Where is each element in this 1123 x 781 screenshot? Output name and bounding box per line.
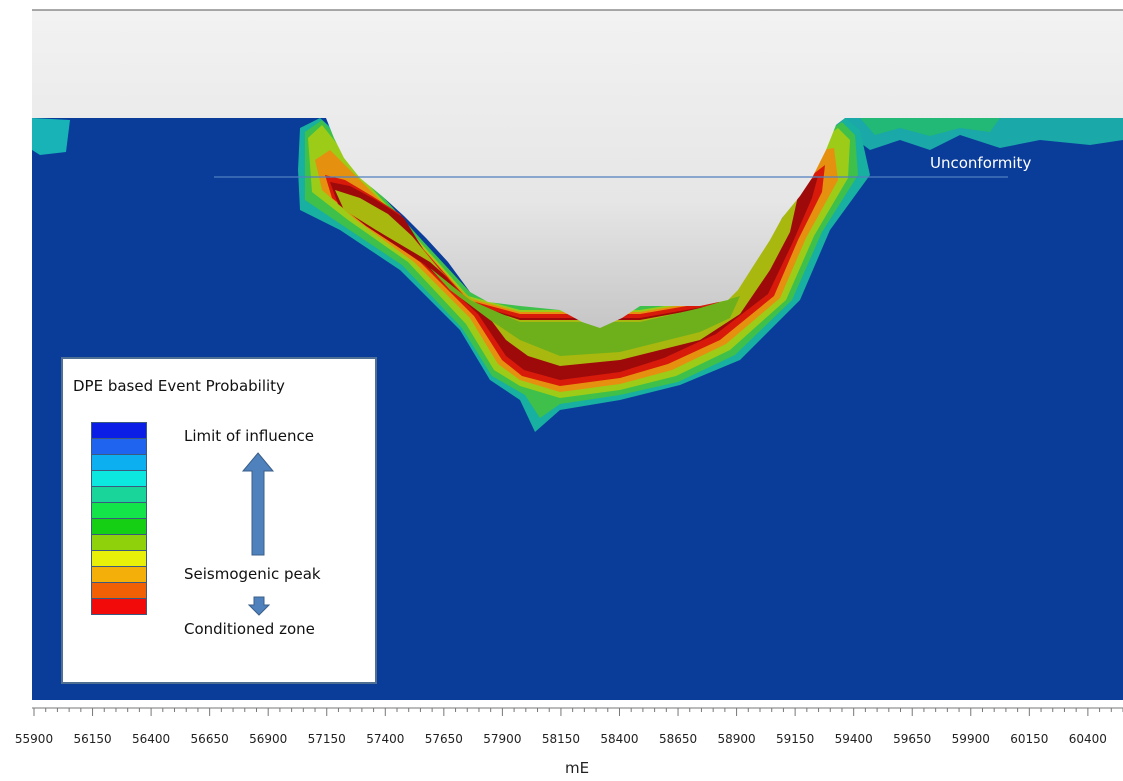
band-surface-right-green (860, 118, 1000, 136)
band-inner-green (430, 268, 740, 356)
x-tick-label: 56400 (132, 732, 170, 746)
x-tick-label: 57650 (425, 732, 463, 746)
x-axis-title: mE (565, 759, 589, 777)
x-tick-label: 58400 (600, 732, 638, 746)
legend-swatch (91, 550, 147, 567)
legend-swatch (91, 502, 147, 519)
x-tick-label: 59150 (776, 732, 814, 746)
arrow-down-icon (248, 596, 270, 616)
x-tick-label: 59400 (835, 732, 873, 746)
unconformity-label: Unconformity (930, 154, 1031, 172)
x-tick-label: 57900 (483, 732, 521, 746)
x-tick-label: 57150 (308, 732, 346, 746)
x-tick-label: 60150 (1010, 732, 1048, 746)
legend-title: DPE based Event Probability (73, 377, 285, 395)
x-tick-label: 60400 (1069, 732, 1107, 746)
x-tick-label: 59650 (893, 732, 931, 746)
legend-color-scale (91, 422, 147, 615)
probability-bands (32, 115, 1123, 432)
arrow-up-icon (241, 452, 275, 556)
legend-label-top: Limit of influence (184, 427, 315, 445)
open-pit (32, 10, 1123, 328)
x-tick-label: 58900 (717, 732, 755, 746)
legend-swatch (91, 486, 147, 503)
legend-swatch (91, 470, 147, 487)
x-tick-label: 56900 (249, 732, 287, 746)
x-tick-label: 55900 (15, 732, 53, 746)
x-tick-label: 59900 (952, 732, 990, 746)
x-tick-label: 56650 (191, 732, 229, 746)
x-tick-label: 57400 (366, 732, 404, 746)
x-tick-label: 56150 (73, 732, 111, 746)
legend-label-middle: Seismogenic peak (184, 565, 321, 583)
legend-swatch (91, 438, 147, 455)
legend-swatch (91, 582, 147, 599)
legend-swatch (91, 518, 147, 535)
legend-swatch (91, 422, 147, 439)
legend: DPE based Event Probability Limit of inf… (61, 357, 377, 684)
x-axis: 55900 56150 56400 56650 56900 57150 57400 57650… (15, 707, 1123, 746)
legend-label-bottom: Conditioned zone (184, 620, 315, 638)
x-tick-label: 58150 (542, 732, 580, 746)
legend-swatch (91, 454, 147, 471)
band-cyan (32, 118, 70, 155)
legend-swatch (91, 598, 147, 615)
x-tick-label: 58650 (659, 732, 697, 746)
legend-swatch (91, 566, 147, 583)
legend-swatch (91, 534, 147, 551)
